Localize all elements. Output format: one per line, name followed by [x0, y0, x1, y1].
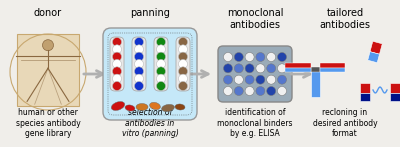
FancyBboxPatch shape: [218, 46, 292, 102]
Circle shape: [234, 52, 243, 61]
Circle shape: [156, 37, 166, 46]
Circle shape: [156, 45, 166, 54]
Bar: [320, 63, 345, 68]
Circle shape: [156, 52, 166, 61]
Circle shape: [134, 74, 144, 83]
Circle shape: [178, 37, 188, 46]
Circle shape: [256, 75, 265, 84]
Ellipse shape: [125, 105, 135, 111]
Bar: [320, 68, 345, 72]
Bar: [285, 68, 310, 72]
FancyBboxPatch shape: [154, 37, 168, 91]
Circle shape: [112, 74, 122, 83]
Circle shape: [156, 74, 166, 83]
Circle shape: [156, 67, 166, 76]
Text: selection of
antibodies in
vitro (panning): selection of antibodies in vitro (pannin…: [122, 108, 178, 138]
Circle shape: [245, 52, 254, 61]
Circle shape: [234, 75, 243, 84]
Circle shape: [278, 86, 286, 96]
Bar: [370, 41, 382, 54]
Circle shape: [267, 52, 276, 61]
Circle shape: [178, 45, 188, 54]
Circle shape: [178, 60, 188, 69]
Circle shape: [156, 60, 166, 69]
Circle shape: [134, 37, 144, 46]
Circle shape: [112, 60, 122, 69]
Bar: [360, 93, 370, 101]
Text: identification of
monoclonal binders
by e.g. ELISA: identification of monoclonal binders by …: [217, 108, 293, 138]
FancyBboxPatch shape: [103, 28, 197, 120]
Circle shape: [134, 52, 144, 61]
Bar: [17, 34, 79, 106]
Circle shape: [134, 67, 144, 76]
Circle shape: [267, 64, 276, 73]
Circle shape: [178, 74, 188, 83]
Bar: [310, 67, 320, 72]
Circle shape: [267, 86, 276, 96]
Circle shape: [234, 64, 243, 73]
Ellipse shape: [136, 103, 148, 111]
Text: panning: panning: [130, 8, 170, 18]
Circle shape: [245, 64, 254, 73]
Circle shape: [178, 67, 188, 76]
Text: monoclonal
antibodies: monoclonal antibodies: [227, 8, 283, 30]
Circle shape: [112, 52, 122, 61]
Bar: [368, 52, 380, 63]
Circle shape: [256, 52, 265, 61]
Circle shape: [234, 86, 243, 96]
Ellipse shape: [150, 102, 160, 110]
Circle shape: [178, 52, 188, 61]
Ellipse shape: [111, 102, 125, 110]
Circle shape: [278, 64, 286, 73]
Circle shape: [278, 75, 286, 84]
Circle shape: [245, 86, 254, 96]
Bar: [390, 83, 400, 93]
FancyBboxPatch shape: [176, 37, 190, 91]
Bar: [285, 63, 310, 68]
Circle shape: [267, 75, 276, 84]
Circle shape: [256, 86, 265, 96]
Circle shape: [245, 75, 254, 84]
Circle shape: [224, 86, 232, 96]
FancyBboxPatch shape: [110, 37, 124, 91]
Ellipse shape: [175, 104, 185, 110]
Circle shape: [178, 81, 188, 91]
Text: recloning in
desired antibody
format: recloning in desired antibody format: [313, 108, 377, 138]
Circle shape: [224, 75, 232, 84]
Circle shape: [134, 81, 144, 91]
Circle shape: [224, 64, 232, 73]
Ellipse shape: [162, 104, 174, 112]
FancyBboxPatch shape: [132, 37, 146, 91]
Circle shape: [112, 81, 122, 91]
Bar: [390, 93, 400, 101]
Circle shape: [224, 52, 232, 61]
Circle shape: [112, 67, 122, 76]
Circle shape: [256, 64, 265, 73]
Text: tailored
antibodies: tailored antibodies: [320, 8, 370, 30]
Bar: [310, 71, 320, 97]
Circle shape: [278, 52, 286, 61]
Circle shape: [42, 40, 54, 51]
Circle shape: [134, 45, 144, 54]
Text: donor: donor: [34, 8, 62, 18]
Circle shape: [134, 60, 144, 69]
Bar: [360, 83, 370, 93]
Circle shape: [112, 45, 122, 54]
Circle shape: [156, 81, 166, 91]
Text: human or other
species antibody
gene library: human or other species antibody gene lib…: [16, 108, 80, 138]
Circle shape: [112, 37, 122, 46]
